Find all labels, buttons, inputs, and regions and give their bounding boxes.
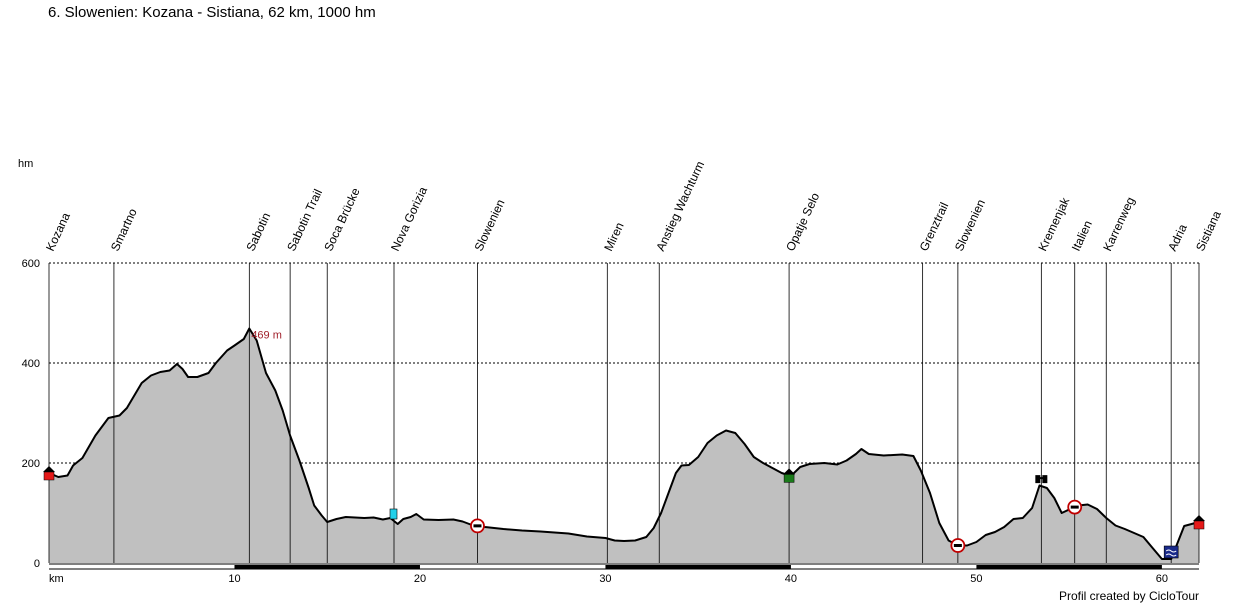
x-tick-label: 20 bbox=[414, 573, 426, 585]
waypoint-label: Grenztrail bbox=[917, 200, 952, 253]
house-body bbox=[783, 474, 795, 483]
x-axis-band bbox=[234, 565, 420, 569]
water-waves bbox=[1165, 549, 1177, 557]
x-axis-band bbox=[605, 565, 791, 569]
binocular-left bbox=[1035, 475, 1041, 484]
credit-text: Profil created by CicloTour bbox=[1058, 589, 1199, 603]
house-roof bbox=[783, 468, 796, 475]
house-roof bbox=[1193, 515, 1205, 521]
y-tick-label: 600 bbox=[22, 258, 40, 270]
sign-bar bbox=[953, 544, 962, 547]
waypoint-label: Opatje Selo bbox=[783, 190, 822, 253]
waypoint-label: Slowenien bbox=[952, 197, 988, 253]
y-tick-label: 400 bbox=[22, 358, 40, 370]
waypoint-label: Sistiana bbox=[1193, 208, 1224, 253]
sign-bar bbox=[1070, 505, 1079, 509]
house-red-icon bbox=[43, 466, 55, 481]
chart-title: 6. Slowenien: Kozana - Sistiana, 62 km, … bbox=[48, 4, 376, 21]
house-body bbox=[1193, 520, 1205, 530]
y-axis-label: hm bbox=[18, 158, 33, 170]
water-icon bbox=[1163, 545, 1179, 559]
house-green-icon bbox=[783, 468, 796, 483]
waypoint-label: Karrenweg bbox=[1100, 195, 1137, 254]
waypoint-label: Sabotin bbox=[243, 210, 273, 253]
drink-icon bbox=[389, 508, 398, 520]
max-elevation-label: 469 m bbox=[251, 330, 282, 342]
waypoint-label: Kozana bbox=[43, 210, 73, 253]
y-tick-label: 0 bbox=[34, 558, 40, 570]
waypoint-label: Nova Gorizia bbox=[388, 184, 430, 253]
axis-layer: hm 0 200 400 600 km 10 20 30 40 50 60 bbox=[18, 158, 1199, 585]
sign-bar bbox=[473, 524, 482, 528]
x-tick-label: 50 bbox=[970, 573, 982, 585]
house-body bbox=[43, 471, 55, 481]
waypoint-label: Italien bbox=[1069, 218, 1095, 253]
waypoint-label: Miren bbox=[601, 220, 626, 253]
waypoint-label: Soca Brücke bbox=[321, 185, 363, 253]
border-sign-icon bbox=[1067, 499, 1083, 515]
x-tick-label: 40 bbox=[785, 573, 797, 585]
binocular-right bbox=[1042, 475, 1048, 484]
waypoint-label: Adria bbox=[1165, 222, 1190, 254]
binoculars-icon bbox=[1035, 475, 1048, 484]
waypoint-label: Kremenjak bbox=[1035, 194, 1072, 253]
drink-body bbox=[389, 508, 398, 520]
house-red-icon bbox=[1193, 515, 1205, 530]
x-tick-label: 30 bbox=[599, 573, 611, 585]
profile-line bbox=[48, 327, 1200, 560]
border-sign-icon bbox=[470, 518, 485, 534]
binocular-bridge bbox=[1039, 477, 1044, 480]
x-axis-label: km bbox=[49, 573, 64, 585]
x-tick-label: 60 bbox=[1156, 573, 1168, 585]
profile-layer: 469 m bbox=[48, 327, 1200, 563]
waypoint-label: Sabotin Trail bbox=[284, 187, 325, 253]
y-tick-label: 200 bbox=[22, 458, 40, 470]
water-box bbox=[1163, 545, 1179, 559]
border-sign-icon bbox=[950, 538, 966, 553]
x-axis-band bbox=[976, 565, 1162, 569]
waypoint-label: Slowenien bbox=[471, 197, 507, 253]
house-roof bbox=[43, 466, 55, 472]
waypoint-label: Smartno bbox=[108, 206, 140, 253]
profile-area bbox=[49, 328, 1199, 563]
x-tick-label: 10 bbox=[228, 573, 240, 585]
waypoint-label: Anstieg Wachturm bbox=[653, 159, 707, 253]
